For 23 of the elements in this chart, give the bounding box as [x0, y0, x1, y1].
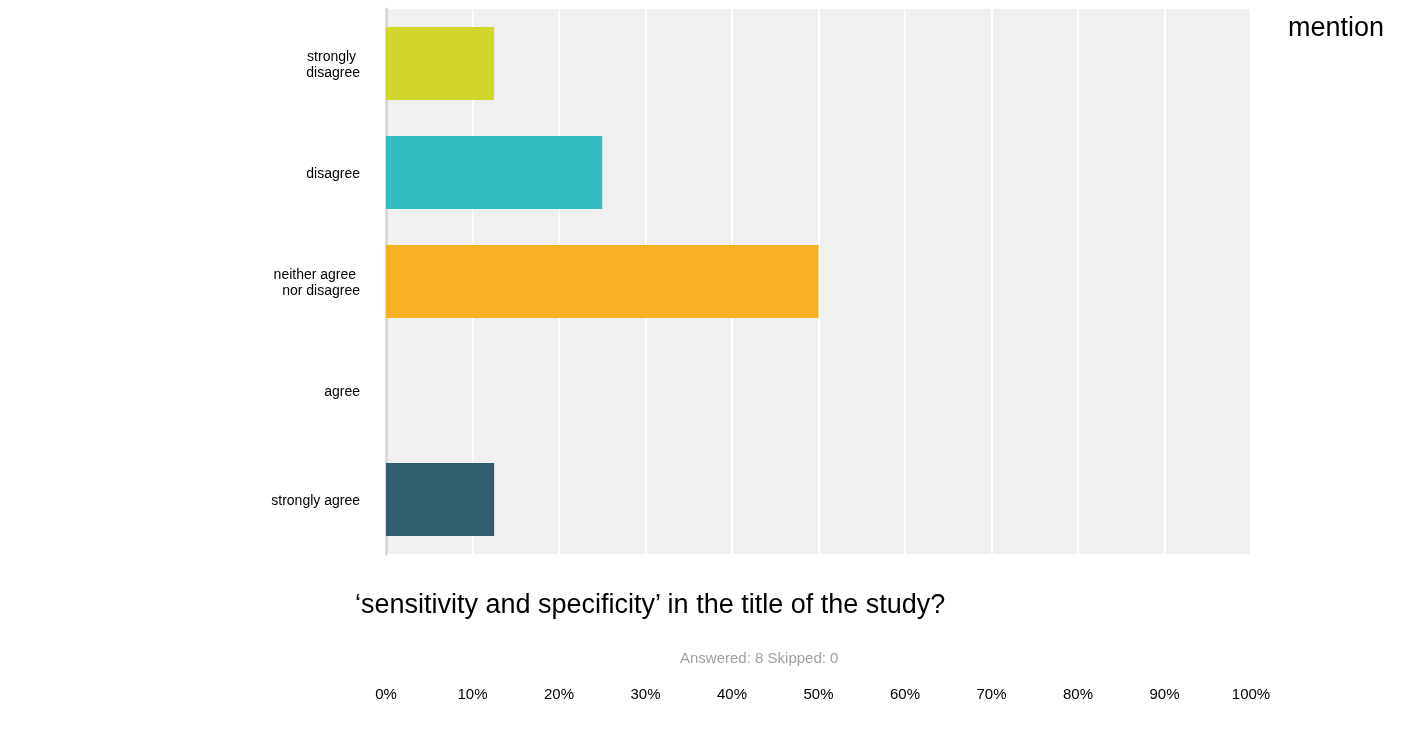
- y-tick-label: neither agree nor disagree: [273, 265, 361, 298]
- y-tick-label: agree: [324, 382, 361, 399]
- text: Answered: 8 Skipped: 0: [680, 649, 839, 666]
- x-tick-label: 0%: [375, 685, 397, 702]
- bar: [386, 462, 495, 537]
- y-tick-label: strongly agree: [271, 491, 361, 508]
- text: ‘sensitivity and specificity’ in the title of the study?: [355, 588, 946, 619]
- x-tick-label: 30%: [630, 685, 661, 702]
- y-tick-label: strongly disagree: [306, 47, 361, 80]
- x-tick-label: 20%: [543, 685, 575, 702]
- x-tick-label: 80%: [1062, 685, 1094, 702]
- y-tick-label: disagree: [306, 164, 361, 181]
- x-tick-label: 90%: [1149, 685, 1180, 702]
- bar: [386, 26, 495, 101]
- x-tick-label: 60%: [889, 685, 921, 702]
- x-tick-label: 40%: [716, 685, 748, 702]
- x-tick-label: 100%: [1231, 685, 1271, 702]
- bar: [386, 244, 819, 319]
- x-tick-label: 70%: [976, 685, 1007, 702]
- x-tick-label: 10%: [457, 685, 488, 702]
- bar: [386, 135, 603, 210]
- x-tick-label: 50%: [803, 685, 834, 702]
- text: mention: [1287, 11, 1385, 42]
